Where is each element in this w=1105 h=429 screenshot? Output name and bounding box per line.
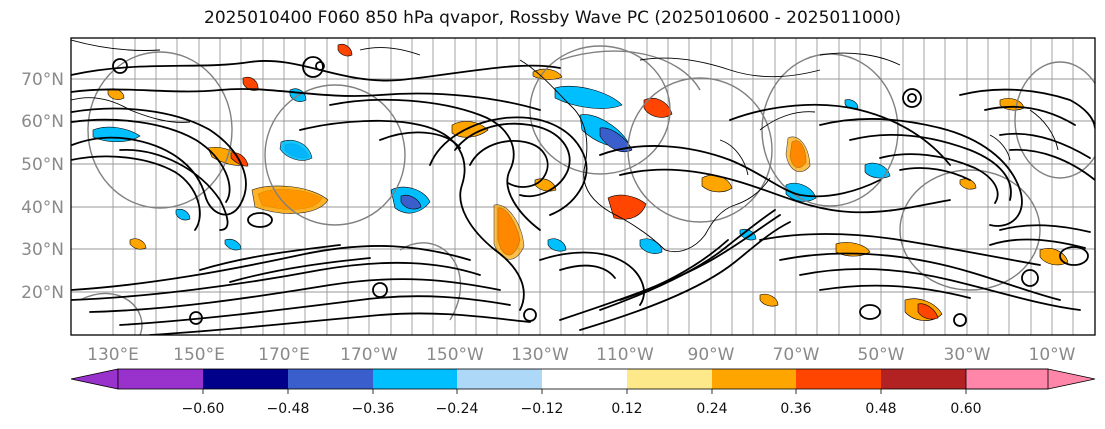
lon-label-170e: 170°E [258, 345, 310, 365]
lon-label-170w: 170°W [340, 345, 398, 365]
colorbar-tick-label: −0.48 [267, 401, 310, 417]
longitude-axis: 130°E 150°E 170°E 170°W 150°W 130°W 110°… [87, 345, 1076, 365]
colorbar-swatch [118, 369, 203, 389]
lon-label-70w: 70°W [773, 345, 820, 365]
colorbar-swatch [203, 369, 288, 389]
lat-label-60n: 60°N [21, 112, 64, 132]
lon-label-90w: 90°W [688, 345, 735, 365]
colorbar-tick-label: −0.12 [521, 401, 564, 417]
colorbar-extend-low [70, 368, 119, 390]
lon-label-30w: 30°W [944, 345, 991, 365]
lat-label-40n: 40°N [21, 198, 64, 218]
colorbar-tick-label: 0.12 [611, 401, 642, 417]
colorbar-tick-label: 0.36 [780, 401, 811, 417]
qvapor-contours [71, 56, 1095, 335]
colorbar-swatch [457, 369, 542, 389]
colorbar: −0.60 −0.48 −0.36 −0.24 −0.12 0.12 0.24 … [70, 368, 1096, 417]
colorbar-tick-label: 0.60 [950, 401, 981, 417]
colorbar-swatch [542, 369, 627, 389]
colorbar-swatch [373, 369, 457, 389]
colorbar-swatch [627, 369, 712, 389]
colorbar-swatch [881, 369, 966, 389]
lat-label-20n: 20°N [21, 283, 64, 303]
colorbar-extend-high [965, 368, 1096, 390]
lon-label-150w: 150°W [426, 345, 484, 365]
map-title: 2025010400 F060 850 hPa qvapor, Rossby W… [204, 8, 901, 28]
latitude-axis: 70°N 60°N 50°N 40°N 30°N 20°N [21, 70, 64, 303]
lon-label-110w: 110°W [596, 345, 654, 365]
lat-label-50n: 50°N [21, 155, 64, 175]
lon-label-130w: 130°W [511, 345, 569, 365]
colorbar-swatch [796, 369, 881, 389]
colorbar-tick-label: −0.36 [352, 401, 395, 417]
coastlines [71, 39, 1059, 253]
lat-label-70n: 70°N [21, 70, 64, 90]
plot-frame [70, 37, 1096, 336]
colorbar-tick-label: −0.24 [436, 401, 479, 417]
lat-label-30n: 30°N [21, 240, 64, 260]
lon-label-130e: 130°E [87, 345, 139, 365]
lon-label-50w: 50°W [858, 345, 905, 365]
lon-label-150e: 150°E [173, 345, 225, 365]
colorbar-swatch [712, 369, 796, 389]
colorbar-swatch [288, 369, 373, 389]
lon-label-10w: 10°W [1029, 345, 1076, 365]
colorbar-tick-label: 0.48 [865, 401, 896, 417]
colorbar-tick-label: −0.60 [182, 401, 225, 417]
colorbar-tick-label: 0.24 [696, 401, 727, 417]
